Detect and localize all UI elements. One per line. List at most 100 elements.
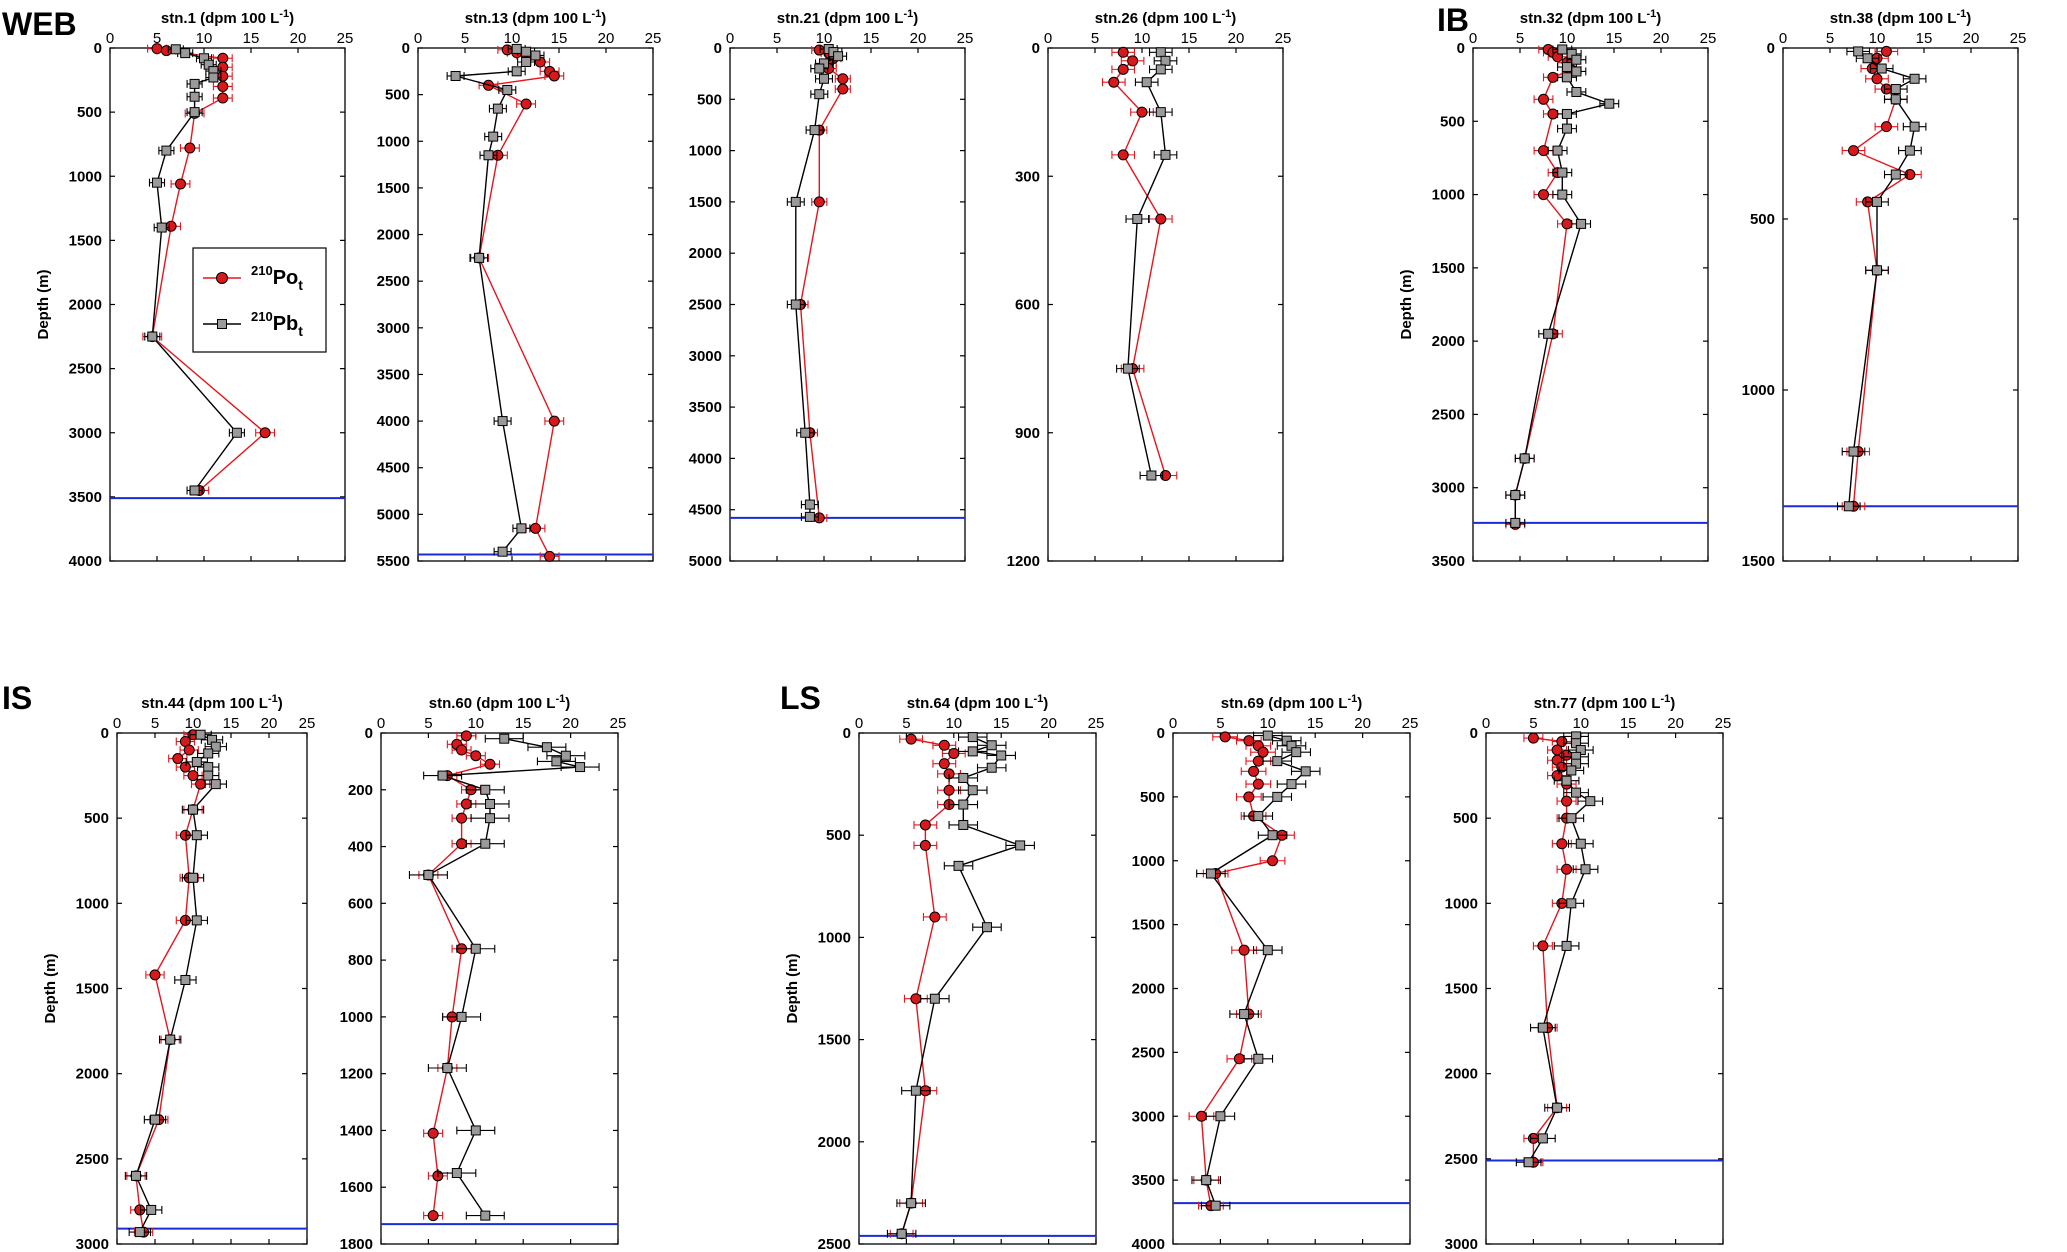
data-point-pb (1272, 756, 1283, 767)
data-point-po (1243, 791, 1255, 803)
data-point-po (837, 73, 849, 85)
data-point-pb (521, 46, 532, 57)
data-point-po (1219, 731, 1231, 743)
data-point-pb (804, 511, 815, 522)
data-point-po (943, 784, 955, 796)
region-label-ib: IB (1437, 2, 1469, 38)
title-superscript: -1 (268, 693, 278, 705)
title-close: ) (1656, 10, 1661, 27)
y-tick-label: 1000 (818, 929, 851, 946)
data-point-po (217, 80, 229, 92)
y-tick-label: 1500 (1432, 260, 1465, 277)
data-point-pb (1543, 328, 1554, 339)
data-point-po (1561, 218, 1573, 230)
data-point-pb (480, 1210, 491, 1221)
data-point-pb (497, 416, 508, 427)
x-tick-label: 10 (504, 30, 521, 47)
plot-frame (116, 732, 308, 1245)
data-point-po (1238, 944, 1250, 956)
data-point-pb (1909, 73, 1920, 84)
data-point-pb (1253, 1053, 1264, 1064)
data-point-pb (485, 813, 496, 824)
data-point-po (1233, 1053, 1245, 1065)
y-tick-label: 3000 (69, 425, 102, 442)
y-tick-label: 4000 (69, 553, 102, 570)
data-point-po (259, 427, 271, 439)
series-line-pb (427, 738, 581, 1216)
x-tick-label: 15 (1916, 30, 1933, 47)
data-point-pb (1585, 796, 1596, 807)
data-point-pb (800, 427, 811, 438)
title-close: ) (565, 695, 570, 712)
data-point-po (1108, 76, 1120, 88)
y-tick-label: 1000 (1432, 187, 1465, 204)
title-superscript: -1 (1956, 8, 1966, 20)
plot-frame (1047, 47, 1284, 562)
title-close: ) (1357, 695, 1362, 712)
data-point-pb (231, 427, 242, 438)
y-tick-label: 1400 (340, 1122, 373, 1139)
data-point-pb (1141, 77, 1152, 88)
y-tick-label: 600 (348, 895, 373, 912)
data-point-pb (1291, 747, 1302, 758)
y-tick-label: 2000 (377, 227, 410, 244)
y-tick-label: 0 (94, 40, 102, 57)
chart-stn-32: stn.32 (dpm 100 L-1) 0 5 10 15 20 25 0 500 1000 15… (1398, 8, 1716, 570)
data-point-po (1267, 855, 1279, 867)
data-point-pb (953, 860, 964, 871)
data-point-pb (804, 499, 815, 510)
y-tick-label: 1500 (818, 1032, 851, 1049)
data-point-pb (896, 1228, 907, 1239)
data-point-pb (134, 1227, 145, 1238)
y-tick-label: 5000 (689, 553, 722, 570)
data-point-pb (1122, 363, 1133, 374)
data-point-pb (1557, 189, 1568, 200)
x-tick-label: 20 (1653, 30, 1670, 47)
y-tick-label: 2000 (689, 245, 722, 262)
data-point-pb (1201, 1175, 1212, 1186)
chart-stn-44: stn.44 (dpm 100 L-1) 0 5 10 15 20 25 0 500 1000 15… (42, 693, 315, 1252)
data-point-po (1243, 735, 1255, 747)
y-tick-label: 0 (101, 725, 109, 742)
data-point-pb (502, 84, 513, 95)
x-tick-label: 15 (223, 715, 240, 732)
x-tick-label: 25 (1275, 30, 1292, 47)
series-line-pb (455, 48, 537, 553)
plot-frame (417, 47, 654, 562)
data-point-pb (189, 91, 200, 102)
data-point-pb (1571, 66, 1582, 77)
chart-title: stn.32 (dpm 100 L-1) (1520, 8, 1661, 27)
data-point-pb (203, 748, 214, 759)
data-point-pb (1562, 72, 1572, 83)
data-point-pb (1510, 517, 1521, 528)
y-tick-label: 1500 (689, 194, 722, 211)
data-point-pb (967, 732, 978, 743)
data-point-pb (981, 922, 992, 933)
chart-title: stn.26 (dpm 100 L-1) (1095, 8, 1236, 27)
data-point-po (1527, 732, 1539, 744)
data-point-pb (541, 742, 552, 753)
data-point-pb (986, 740, 997, 751)
data-point-pb (1571, 54, 1582, 65)
x-tick-label: 25 (2010, 30, 2027, 47)
y-tick-label: 3000 (1132, 1108, 1165, 1125)
title-superscript: -1 (1221, 8, 1231, 20)
y-tick-label: 500 (385, 87, 410, 104)
data-point-po (910, 993, 922, 1005)
y-tick-label: 900 (1015, 425, 1040, 442)
title-close: ) (1670, 695, 1675, 712)
data-point-po (501, 44, 513, 56)
data-point-po (1848, 145, 1859, 157)
data-point-pb (1562, 123, 1572, 134)
legend-box (192, 247, 327, 353)
data-point-po (1547, 71, 1559, 83)
y-tick-label: 500 (1440, 113, 1465, 130)
y-tick-label: 3000 (1445, 1236, 1478, 1252)
x-tick-label: 10 (1869, 30, 1886, 47)
x-tick-label: 10 (816, 30, 833, 47)
data-point-pb (1155, 64, 1166, 75)
data-point-po (948, 747, 960, 759)
data-point-pb (488, 131, 499, 142)
data-point-po (179, 761, 191, 773)
